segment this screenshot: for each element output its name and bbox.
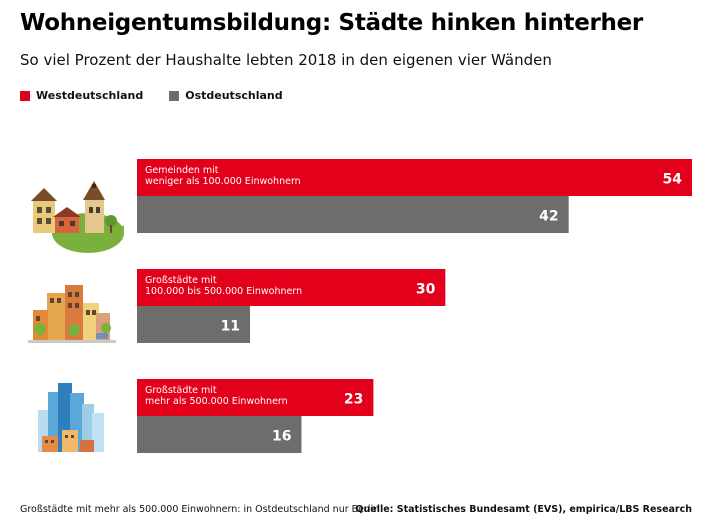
value-label-west-1: 30 xyxy=(416,282,436,298)
legend-label-east: Ostdeutschland xyxy=(185,89,283,102)
category-label-0-line-0: Gemeinden mit xyxy=(145,165,219,176)
chart-subtitle: So viel Prozent der Haushalte lebten 201… xyxy=(20,51,552,69)
source-note: Quelle: Statistisches Bundesamt (EVS), e… xyxy=(355,504,692,515)
bar-east-2 xyxy=(137,416,302,453)
value-label-west-2: 23 xyxy=(344,392,363,408)
category-label-1-line-0: Großstädte mit xyxy=(145,275,217,286)
legend-swatch-east xyxy=(169,90,180,101)
legend-item-west: Westdeutschland xyxy=(20,89,143,102)
category-label-2-line-0: Großstädte mit xyxy=(145,385,217,396)
mid-city-icon xyxy=(28,285,116,343)
category-label-1-line-1: 100.000 bis 500.000 Einwohnern xyxy=(145,286,302,297)
category-label-2-line-1: mehr als 500.000 Einwohnern xyxy=(145,396,288,407)
value-label-east-2: 16 xyxy=(272,429,291,445)
legend-item-east: Ostdeutschland xyxy=(169,89,283,102)
legend-swatch-west xyxy=(20,90,30,101)
footnote: Großstädte mit mehr als 500.000 Einwohne… xyxy=(20,504,380,515)
value-label-west-0: 54 xyxy=(663,172,683,188)
bar-west-2 xyxy=(137,379,374,416)
chart-title: Wohneigentumsbildung: Städte hinken hint… xyxy=(20,10,643,36)
village-icon xyxy=(31,181,124,253)
value-label-east-0: 42 xyxy=(539,209,558,225)
value-label-east-1: 11 xyxy=(221,319,240,335)
legend: Westdeutschland Ostdeutschland xyxy=(20,89,283,102)
bar-east-1 xyxy=(137,306,251,343)
legend-label-west: Westdeutschland xyxy=(36,89,144,102)
bar-east-0 xyxy=(137,196,569,233)
category-label-0-line-1: weniger als 100.000 Einwohnern xyxy=(145,176,301,187)
bar-west-0 xyxy=(137,159,692,196)
skyscraper-city-icon xyxy=(38,383,104,452)
bar-west-1 xyxy=(137,269,446,306)
